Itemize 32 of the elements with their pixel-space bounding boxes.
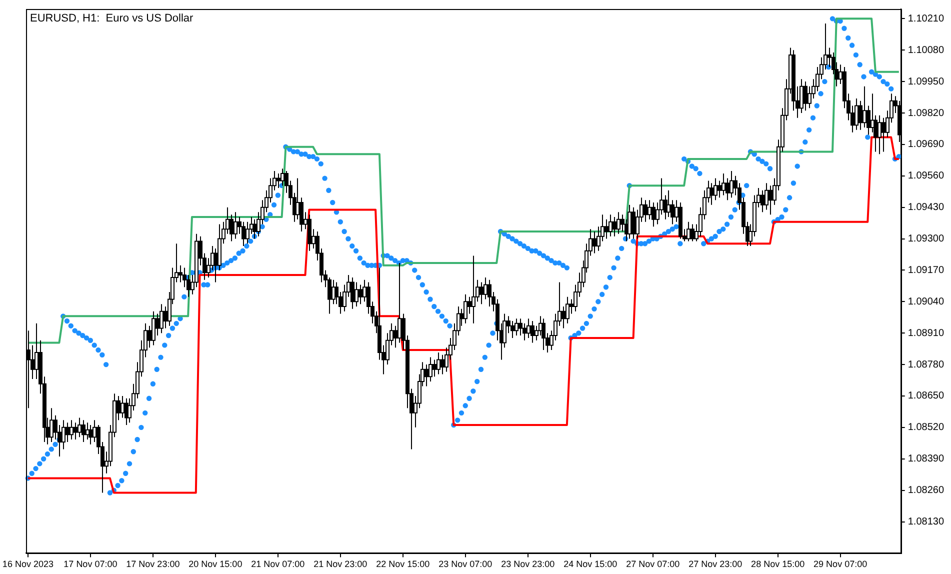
y-tick-label: 1.09560 <box>908 170 944 182</box>
y-tick-label: 1.10080 <box>908 44 944 56</box>
y-tick-label: 1.08520 <box>908 422 944 434</box>
x-tick-label: 27 Nov 23:00 <box>688 559 742 570</box>
x-tick-label: 27 Nov 07:00 <box>626 559 680 570</box>
chart-title: EURUSD, H1: Euro vs US Dollar <box>30 12 194 25</box>
x-tick-label: 21 Nov 23:00 <box>314 559 368 570</box>
y-tick-label: 1.09950 <box>908 76 944 88</box>
y-tick-label: 1.09300 <box>908 234 944 245</box>
x-tick-label: 23 Nov 23:00 <box>501 559 555 570</box>
y-tick-label: 1.08910 <box>908 328 944 339</box>
x-tick-label: 28 Nov 15:00 <box>751 559 805 570</box>
y-tick-label: 1.08130 <box>908 516 944 528</box>
y-tick-label: 1.09040 <box>908 296 944 308</box>
x-tick-label: 24 Nov 15:00 <box>564 559 618 570</box>
x-tick-label: 21 Nov 07:00 <box>251 559 305 570</box>
x-tick-label: 23 Nov 07:00 <box>438 559 492 570</box>
y-tick-label: 1.08780 <box>908 359 944 370</box>
y-tick-label: 1.09170 <box>908 264 944 276</box>
x-tick-label: 16 Nov 2023 <box>2 559 54 570</box>
y-tick-label: 1.09690 <box>908 139 944 150</box>
y-tick-label: 1.09430 <box>908 202 944 214</box>
x-tick-label: 20 Nov 15:00 <box>188 559 242 570</box>
x-tick-label: 17 Nov 07:00 <box>64 559 118 570</box>
y-tick-label: 1.10210 <box>908 13 944 24</box>
y-tick-label: 1.08390 <box>908 454 944 465</box>
y-tick-label: 1.08260 <box>908 485 944 496</box>
y-tick-label: 1.08650 <box>908 390 944 402</box>
x-tick-label: 17 Nov 23:00 <box>126 559 180 570</box>
x-tick-label: 29 Nov 07:00 <box>814 559 868 570</box>
y-tick-label: 1.09820 <box>908 108 944 119</box>
x-tick-label: 22 Nov 15:00 <box>376 559 430 570</box>
